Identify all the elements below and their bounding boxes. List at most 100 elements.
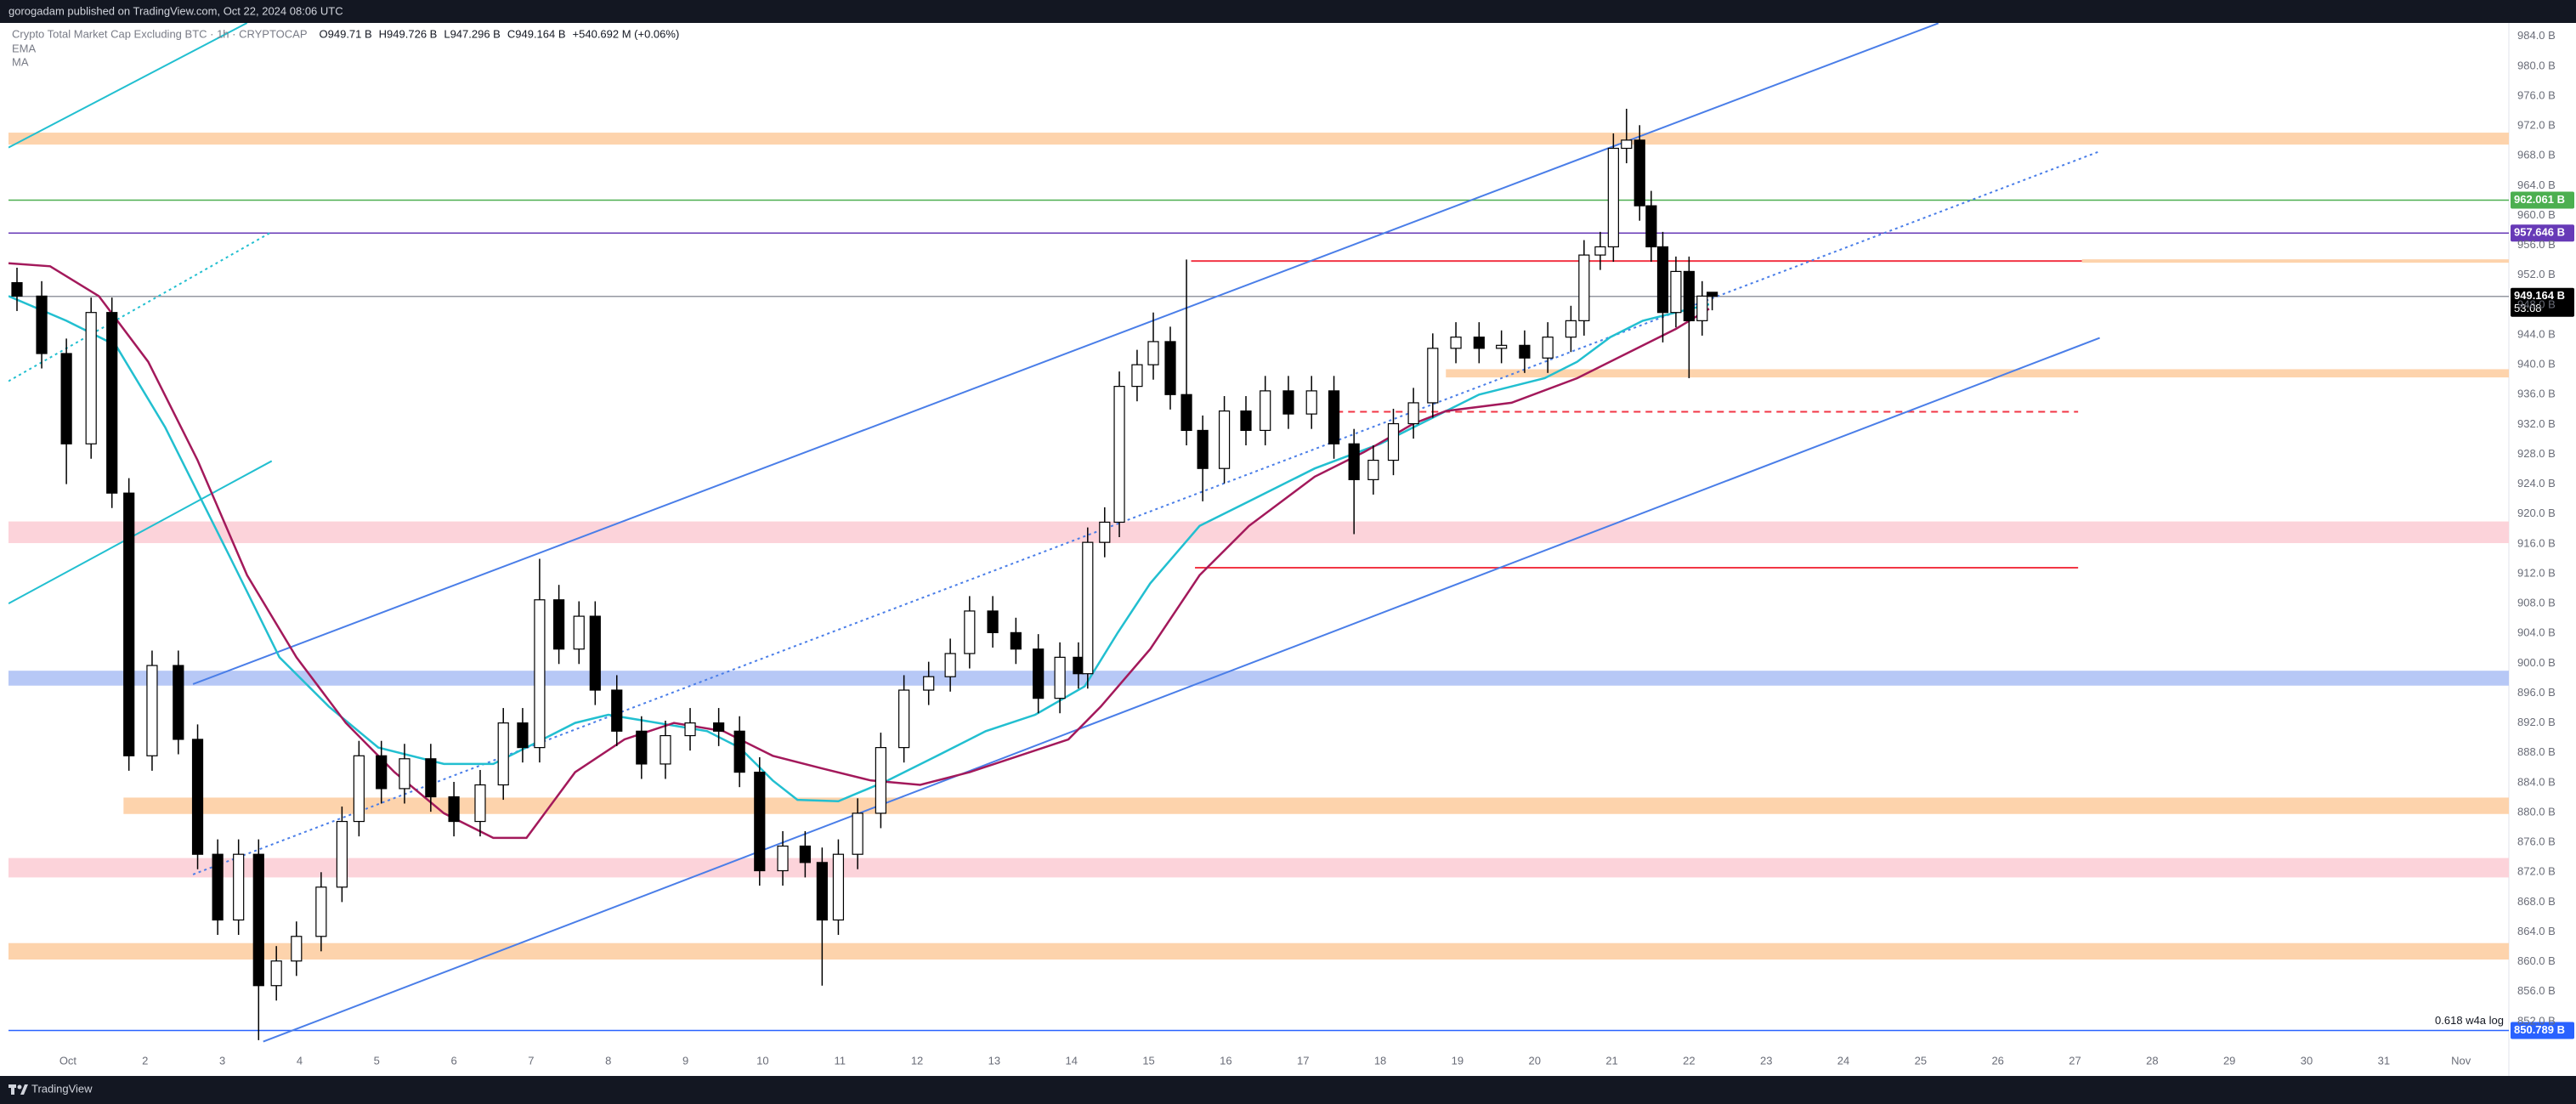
candle-body	[923, 676, 935, 691]
zone	[8, 858, 2509, 878]
candle-body	[1073, 656, 1084, 675]
y-tick-label: 860.0 B	[2517, 954, 2556, 967]
y-tick-label: 900.0 B	[2517, 656, 2556, 669]
candle-body	[1519, 344, 1531, 359]
trendline	[8, 460, 273, 605]
candle-body	[733, 730, 745, 773]
x-tick-label: 7	[528, 1054, 534, 1067]
y-tick-label: 916.0 B	[2517, 536, 2556, 549]
trendline	[192, 23, 1939, 685]
x-tick-label: 13	[988, 1054, 1000, 1067]
candle-body	[1328, 390, 1340, 444]
candle-body	[1305, 390, 1317, 415]
y-tick-label: 948.0 B	[2517, 297, 2556, 310]
candle-body	[898, 689, 910, 749]
price-label: 962.061 B	[2514, 193, 2565, 206]
x-tick-label: 4	[297, 1054, 303, 1067]
candle-body	[1621, 139, 1633, 150]
zone	[123, 797, 2509, 814]
zone	[8, 133, 2509, 145]
y-tick-label: 892.0 B	[2517, 716, 2556, 728]
candle-body	[36, 295, 48, 354]
y-tick-label: 968.0 B	[2517, 149, 2556, 161]
y-tick-label: 956.0 B	[2517, 238, 2556, 251]
candle-body	[1348, 443, 1360, 480]
candle-body	[754, 771, 766, 872]
candle-body	[212, 853, 224, 921]
y-tick-label: 924.0 B	[2517, 477, 2556, 490]
candle-body	[85, 312, 97, 444]
x-tick-label: 2	[142, 1054, 148, 1067]
trendline	[8, 230, 273, 382]
price-countdown: 53:08	[2514, 302, 2542, 314]
candle-body	[1240, 410, 1252, 432]
candle-body	[315, 886, 327, 937]
candle-body	[1633, 139, 1645, 207]
candle-body	[1473, 337, 1485, 349]
candle-body	[987, 610, 999, 633]
candle-body	[1542, 337, 1554, 359]
legend-ohlc: O949.71 B	[320, 27, 372, 40]
zone	[8, 521, 2509, 544]
candle-body	[1367, 459, 1379, 480]
x-tick-label: 22	[1683, 1054, 1695, 1067]
candle-body	[1010, 631, 1022, 650]
y-tick-label: 932.0 B	[2517, 417, 2556, 430]
candle-body	[1282, 390, 1294, 415]
candle-body	[534, 599, 546, 749]
candle-body	[448, 795, 460, 823]
candle-body	[573, 615, 585, 650]
y-tick-label: 972.0 B	[2517, 119, 2556, 132]
candle-body	[944, 653, 956, 677]
candle-body	[660, 734, 671, 765]
candle-body	[1407, 402, 1419, 425]
candle-body	[1197, 429, 1209, 469]
candle-body	[336, 820, 348, 888]
price-label-bg	[2511, 287, 2574, 317]
candle-body	[146, 665, 158, 756]
x-tick-label: Oct	[59, 1054, 77, 1067]
y-tick-label: 904.0 B	[2517, 626, 2556, 639]
candle-body	[474, 784, 486, 823]
x-tick-label: 17	[1297, 1054, 1309, 1067]
x-tick-label: 27	[2069, 1054, 2081, 1067]
zone	[8, 943, 2509, 960]
price-label: 850.789 B	[2514, 1023, 2565, 1036]
x-tick-label: 24	[1837, 1054, 1849, 1067]
candle-body	[832, 853, 845, 921]
candle-body	[1565, 320, 1577, 338]
x-tick-label: 5	[374, 1054, 380, 1067]
footer-logo	[8, 1084, 28, 1095]
y-tick-label: 944.0 B	[2517, 327, 2556, 340]
candle-body	[1645, 205, 1657, 248]
candle-body	[1054, 656, 1066, 699]
y-tick-label: 876.0 B	[2517, 835, 2556, 848]
y-tick-label: 912.0 B	[2517, 566, 2556, 579]
y-tick-label: 888.0 B	[2517, 745, 2556, 758]
candle-body	[1683, 270, 1695, 321]
x-tick-label: 10	[756, 1054, 768, 1067]
candle-body	[589, 615, 601, 691]
x-tick-label: 30	[2301, 1054, 2313, 1067]
candle-body	[1607, 147, 1619, 248]
y-tick-label: 896.0 B	[2517, 686, 2556, 699]
indicator-line	[8, 262, 1710, 840]
legend-ohlc: C949.164 B	[507, 27, 566, 40]
indicator-line	[8, 295, 1710, 803]
x-tick-label: 11	[834, 1054, 846, 1067]
candle-body	[1427, 348, 1439, 404]
candle-body	[1387, 422, 1400, 461]
x-tick-label: 9	[682, 1054, 688, 1067]
x-tick-label: 20	[1528, 1054, 1540, 1067]
candle-body	[1707, 292, 1718, 297]
candle-body	[11, 281, 23, 297]
candle-body	[233, 853, 245, 921]
x-tick-label: 28	[2146, 1054, 2158, 1067]
candle-body	[777, 845, 789, 872]
x-tick-label: 15	[1142, 1054, 1154, 1067]
y-tick-label: 920.0 B	[2517, 507, 2556, 519]
y-tick-label: 936.0 B	[2517, 388, 2556, 400]
candle-body	[399, 758, 410, 790]
y-tick-label: 984.0 B	[2517, 29, 2556, 42]
candle-body	[636, 730, 648, 765]
